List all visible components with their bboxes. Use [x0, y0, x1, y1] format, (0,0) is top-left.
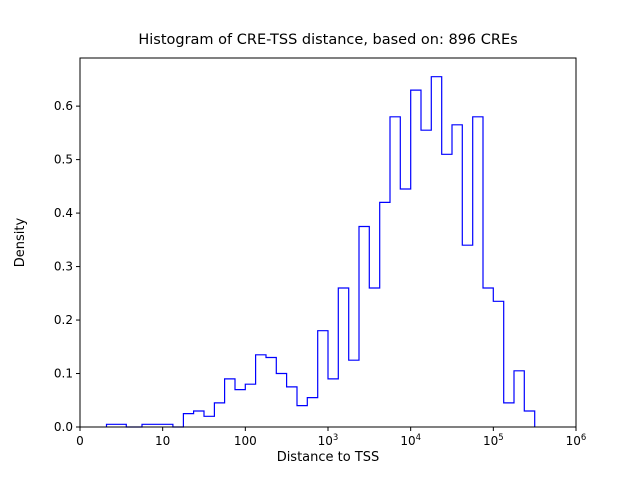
- chart-title: Histogram of CRE-TSS distance, based on:…: [138, 32, 517, 48]
- x-tick-label: 103: [318, 433, 339, 448]
- y-tick-label: 0.3: [54, 260, 73, 274]
- y-axis-label: Density: [13, 217, 28, 267]
- y-tick-label: 0.6: [54, 99, 73, 113]
- x-tick-label: 104: [400, 433, 421, 448]
- x-tick-label: 10: [155, 434, 170, 448]
- x-axis-label: Distance to TSS: [277, 450, 380, 465]
- histogram-step-outline: [105, 76, 536, 428]
- axes-frame: [79, 57, 577, 428]
- y-tick-label: 0.5: [54, 153, 73, 167]
- x-tick-label: 100: [234, 434, 257, 448]
- axis-ticks-layer: 0 10 100 103 104 105 106 0.0 0.1 0.2 0.3 0.4 0.5 0.6: [54, 99, 586, 448]
- y-tick-label: 0.0: [54, 420, 73, 434]
- y-tick-label: 0.2: [54, 313, 73, 327]
- x-tick-label: 0: [76, 434, 84, 448]
- x-tick-label: 105: [483, 433, 504, 448]
- x-tick-label: 106: [566, 433, 587, 448]
- y-tick-label: 0.1: [54, 367, 73, 381]
- y-tick-label: 0.4: [54, 206, 73, 220]
- histogram-series-layer: [105, 76, 536, 428]
